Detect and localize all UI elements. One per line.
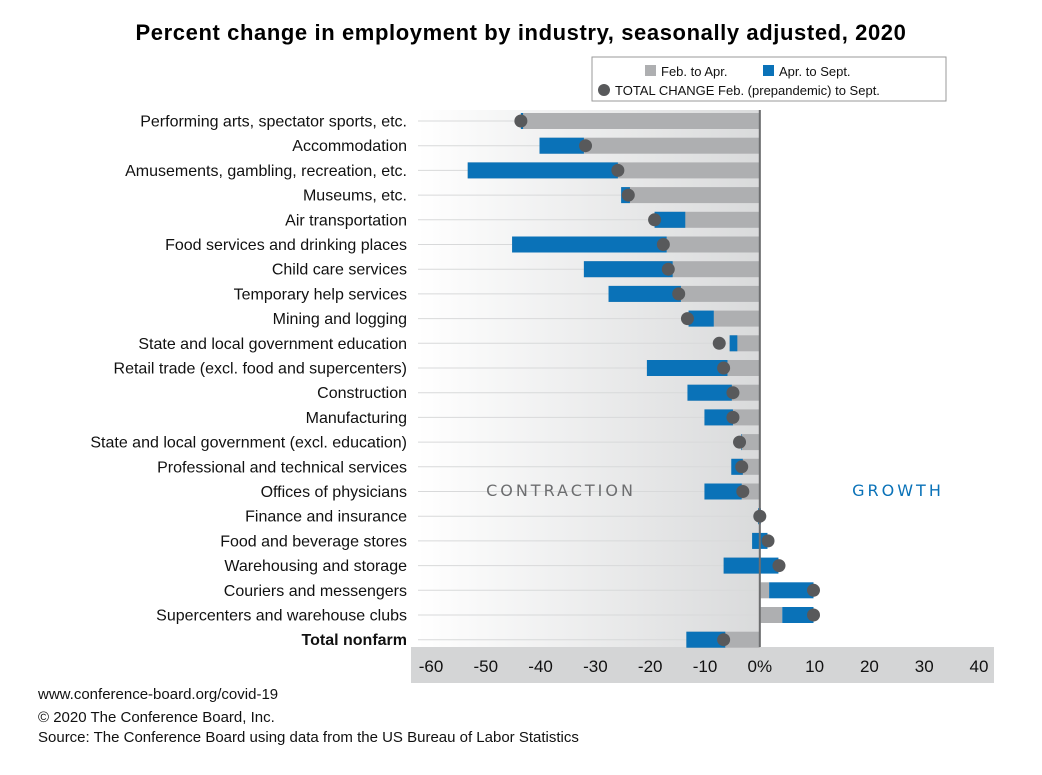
category-label: Food and beverage stores [220,533,407,550]
legend-label-total: TOTAL CHANGE Feb. (prepandemic) to Sept. [615,83,880,98]
category-label: Warehousing and storage [224,558,407,575]
x-tick-label: -50 [474,657,499,676]
category-label: Air transportation [285,212,407,229]
bar-apr-sept [646,360,728,376]
legend-swatch-apr-sept [763,65,774,76]
x-tick-label: 20 [860,657,879,676]
dot-total-change [736,485,750,498]
dot-total-change [672,287,686,301]
category-label: Manufacturing [306,410,407,427]
category-label: Performing arts, spectator sports, etc. [140,114,407,131]
bar-feb-apr [520,113,760,129]
category-label: Temporary help services [234,286,407,303]
bar-apr-sept [467,162,618,179]
dot-total-change [753,509,767,523]
category-label: Total nonfarm [302,632,407,649]
x-tick-label: -40 [528,657,553,676]
dot-total-change [717,361,731,375]
bar-apr-sept [654,211,686,228]
bar-apr-sept [608,285,681,302]
bar-apr-sept [729,335,738,352]
category-label: Child care services [272,262,407,279]
dot-total-change [648,213,662,227]
bar-apr-sept [769,582,814,599]
dot-total-change [712,336,726,350]
x-tick-label: -30 [583,657,608,676]
footer-source: Source: The Conference Board using data … [38,729,579,746]
x-tick-label: 30 [915,657,934,676]
dot-total-change [579,139,593,153]
dot-total-change [661,262,675,276]
x-tick-label: 0% [748,657,773,676]
category-label: Offices of physicians [261,484,407,501]
x-tick-label: 40 [970,657,989,676]
category-label: State and local government education [138,336,407,353]
dot-total-change [772,559,786,573]
dot-total-change [735,460,749,474]
contraction-label: CONTRACTION [486,481,636,500]
dot-total-change [761,534,775,548]
category-label: Professional and technical services [157,459,407,476]
category-label: Food services and drinking places [165,237,407,254]
growth-label: GROWTH [852,481,944,500]
category-label: Construction [317,385,407,402]
dot-total-change [611,163,625,177]
bar-feb-apr [539,137,760,154]
bar-feb-apr [741,434,760,451]
legend-label-feb-apr: Feb. to Apr. [661,64,728,79]
x-tick-label: -10 [693,657,718,676]
category-label: Retail trade (excl. food and supercenter… [114,361,407,378]
dot-total-change [656,238,670,251]
dot-total-change [726,386,740,400]
dot-total-change [717,633,731,647]
category-label: State and local government (excl. educat… [90,435,407,452]
dot-total-change [733,435,747,449]
legend-dot-total [598,84,610,96]
bar-apr-sept [539,137,584,154]
footer-url: www.conference-board.org/covid-19 [38,686,279,703]
category-label: Museums, etc. [303,188,407,205]
category-label: Amusements, gambling, recreation, etc. [125,163,407,180]
category-label: Couriers and messengers [224,583,407,600]
x-tick-label: -20 [638,657,663,676]
bar-feb-apr [759,582,770,599]
bar-apr-sept [704,483,742,500]
legend: Feb. to Apr. Apr. to Sept. TOTAL CHANGE … [591,56,947,102]
x-tick-label: -60 [419,657,444,676]
bar-apr-sept [688,310,714,327]
bar-apr-sept [687,384,732,401]
bar-apr-sept [512,236,667,253]
category-label: Mining and logging [273,311,407,328]
x-axis-band [411,647,994,683]
bar-apr-sept [704,409,733,426]
dot-total-change [726,410,740,424]
bar-feb-apr [759,607,783,623]
legend-label-apr-sept: Apr. to Sept. [779,64,851,79]
legend-box [591,56,947,102]
dot-total-change [680,312,694,326]
footer-copyright: © 2020 The Conference Board, Inc. [38,709,275,726]
bar-apr-sept [686,631,726,648]
category-label: Supercenters and warehouse clubs [156,608,407,625]
bar-feb-apr [621,187,760,204]
bar-apr-sept [583,261,673,278]
dot-total-change [514,114,528,128]
bar-apr-sept [723,557,779,574]
chart-title: Percent change in employment by industry… [136,20,907,45]
dot-total-change [807,608,821,622]
bar-apr-sept [782,607,814,623]
dot-total-change [807,583,821,597]
legend-swatch-feb-apr [645,65,656,76]
category-label: Finance and insurance [245,509,407,526]
dot-total-change [621,188,635,202]
x-tick-label: 10 [805,657,824,676]
category-label: Accommodation [292,138,407,155]
